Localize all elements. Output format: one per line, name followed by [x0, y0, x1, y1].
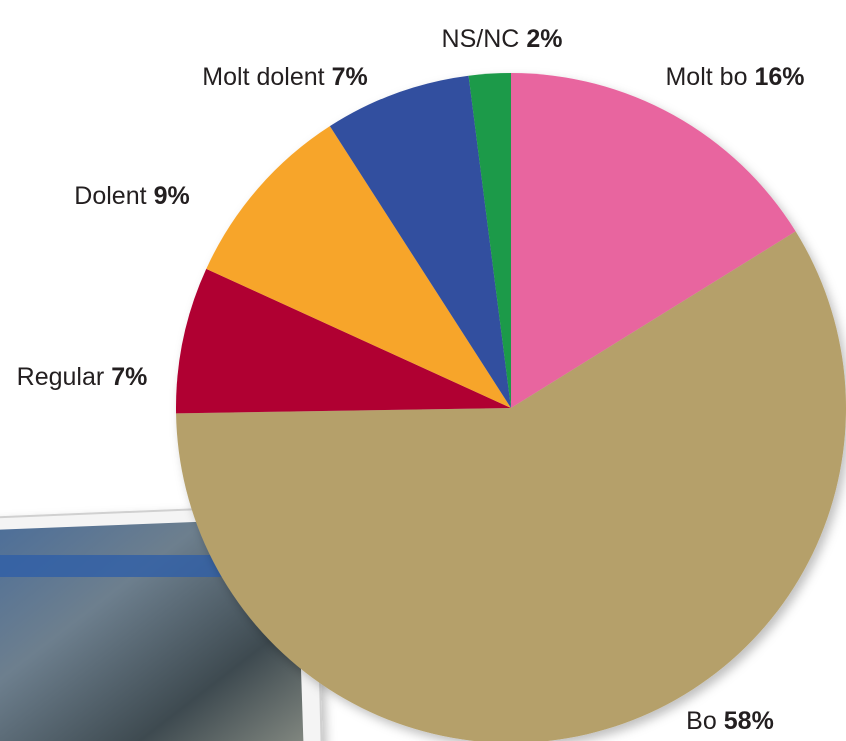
category-label: Dolent: [74, 182, 146, 210]
value-label: 58%: [724, 707, 774, 735]
slice: [468, 73, 511, 408]
slice: [511, 73, 796, 408]
slice: [329, 75, 511, 409]
slice: [176, 231, 846, 741]
value-label: 16%: [754, 63, 804, 91]
pie: [175, 73, 846, 741]
slice-label: Dolent 9%: [74, 182, 189, 210]
category-label: Bo: [686, 707, 717, 735]
slice: [175, 268, 511, 414]
slice-label: Bo 58%: [686, 707, 774, 735]
slice-label: NS/NC 2%: [442, 25, 563, 53]
category-label: Molt dolent: [202, 63, 324, 91]
category-label: NS/NC: [442, 25, 520, 53]
category-label: Molt bo: [665, 63, 747, 91]
category-label: Regular: [17, 363, 105, 391]
value-label: 2%: [526, 25, 562, 53]
slice-label: Molt dolent 7%: [202, 63, 367, 91]
value-label: 7%: [111, 363, 147, 391]
labels: Molt bo 16%Bo 58%Regular 7%Dolent 9%Molt dol…: [17, 25, 805, 735]
slice: [206, 126, 511, 409]
slice-label: Molt bo 16%: [665, 63, 804, 91]
slice-label: Regular 7%: [17, 363, 148, 391]
value-label: 7%: [332, 63, 368, 91]
value-label: 9%: [154, 182, 190, 210]
